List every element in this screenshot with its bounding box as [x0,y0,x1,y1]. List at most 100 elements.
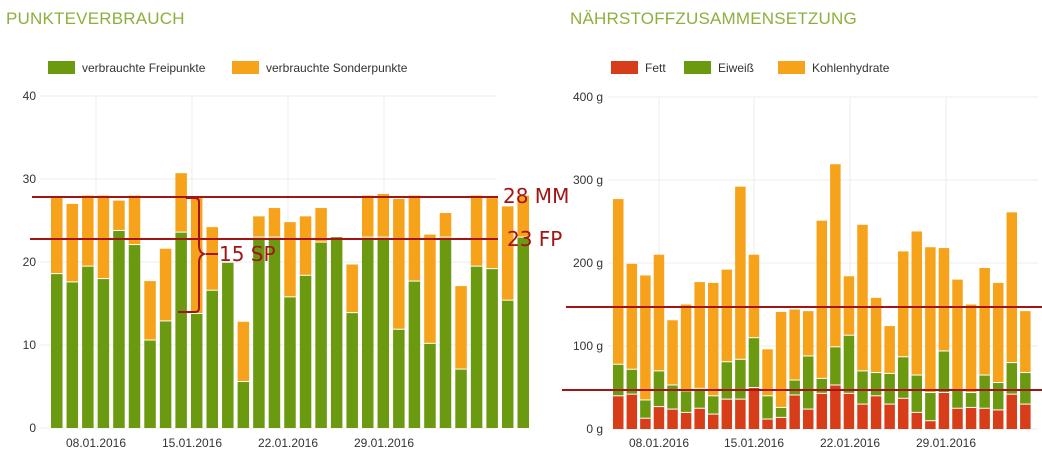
punkte-bar-b [268,208,281,238]
naehrstoff-bar-b [721,361,733,400]
punkte-bar-b [377,193,390,238]
legend-swatch-eiweiss [684,61,711,74]
x-tick-label: 15.01.2016 [724,436,784,450]
naehrstoff-bar-c [721,269,733,362]
legend-naehrstoff: Fett Eiweiß Kohlenhydrate [611,61,890,75]
annotations-punkteverbrauch: 28 MM 23 FP 15 SP [30,184,569,313]
punkte-bar-a [346,312,358,428]
punkte-bar-b [66,203,79,282]
punkte-bar-b [284,222,296,297]
y-tick-label: 100 g [573,339,603,353]
punkte-bar-b [346,264,358,313]
naehrstoff-bar-c [884,326,895,374]
naehrstoff-bar-a [897,398,909,429]
x-tick-label: 15.01.2016 [162,436,222,450]
punkte-bar-a [486,268,498,428]
naehrstoff-bar-a [721,399,733,429]
naehrstoff-bar-a [843,393,855,429]
naehrstoff-bar-a [667,409,678,429]
naehrstoff-bar-c [735,186,746,360]
punkte-bar-b [206,227,218,291]
naehrstoff-bar-c [830,164,841,347]
naehrstoff-bar-c [816,220,828,379]
punkte-bar-b [82,195,94,267]
y-tick-label: 10 [23,338,37,352]
legend-label-sonderpunkte: verbrauchte Sonderpunkte [266,61,408,75]
punkte-bar-b [190,197,203,314]
naehrstoff-bar-b [897,356,909,399]
punkte-bar-b [237,321,250,382]
punkte-bar-a [455,369,467,428]
punkte-bar-b [501,206,514,301]
punkte-bar-b [175,173,187,233]
naehrstoff-bar-b [613,364,624,396]
naehrstoff-bar-a [816,393,828,429]
punkte-bar-b [470,195,483,267]
naehrstoff-bar-b [762,395,773,420]
naehrstoff-bar-a [830,385,841,429]
naehrstoff-bar-a [992,409,1004,429]
annotation-brace-15-sp [178,197,207,313]
naehrstoff-bar-b [870,372,882,396]
punkte-bar-a [362,237,374,428]
naehrstoff-bar-b [626,369,638,395]
bars-naehrstoff [613,164,1031,429]
legend-label-freipunkte: verbrauchte Freipunkte [82,61,206,75]
x-tick-label: 29.01.2016 [354,436,414,450]
naehrstoff-bar-c [911,231,923,376]
naehrstoff-bar-a [911,412,923,429]
y-tick-label: 400 g [573,90,603,104]
punkte-bar-a [439,237,452,428]
naehrstoff-bar-a [1006,394,1018,429]
naehrstoff-bar-c [1020,311,1031,373]
naehrstoff-bar-a [735,399,746,429]
naehrstoff-bar-c [857,224,868,371]
naehrstoff-bar-c [952,279,963,390]
punkte-bar-a [330,237,343,428]
punkte-bar-a [424,343,436,428]
annotations-naehrstoff [562,305,1042,391]
punkte-bar-b [455,286,467,370]
naehrstoff-bar-c [979,267,990,376]
y-tick-label: 200 g [573,256,603,270]
naehrstoff-bar-b [952,389,963,409]
punkte-bar-a [408,281,421,428]
naehrstoff-bar-a [802,409,814,429]
punkte-bar-b [315,208,327,243]
naehrstoff-bar-c [897,251,909,357]
naehrstoff-bar-b [775,407,787,418]
naehrstoff-bar-a [640,418,651,429]
naehrstoff-bar-c [667,320,678,386]
naehrstoff-bar-c [653,254,665,371]
naehrstoff-bar-c [992,282,1004,383]
y-tick-label: 0 g [586,422,603,436]
naehrstoff-bar-b [748,337,760,388]
naehrstoff-bar-a [613,395,624,429]
x-tick-label: 08.01.2016 [66,436,126,450]
punkte-bar-a [517,237,529,428]
naehrstoff-bar-c [613,199,624,365]
naehrstoff-bar-a [1020,404,1031,429]
punkte-bar-a [377,237,390,428]
naehrstoff-bar-a [979,408,990,429]
y-tick-label: 0 [29,421,36,435]
naehrstoff-bar-c [626,263,638,370]
punkte-bar-b [517,195,529,238]
punkte-bar-a [393,329,405,428]
naehrstoff-bar-b [830,346,841,386]
punkte-bar-a [206,290,218,428]
x-tick-label: 08.01.2016 [629,436,689,450]
naehrstoff-bar-b [802,355,814,410]
naehrstoff-bar-c [925,247,936,393]
punkte-bar-a [501,300,514,428]
punkte-bar-a [284,296,296,428]
punkte-bar-a [66,281,79,428]
x-tick-label: 29.01.2016 [916,436,976,450]
naehrstoff-bar-a [789,394,800,429]
naehrstoff-bar-c [843,276,855,336]
punkte-bar-a [299,275,312,428]
y-tick-label: 20 [23,255,37,269]
naehrstoff-bar-c [965,304,977,393]
punkte-bar-b [299,216,312,276]
